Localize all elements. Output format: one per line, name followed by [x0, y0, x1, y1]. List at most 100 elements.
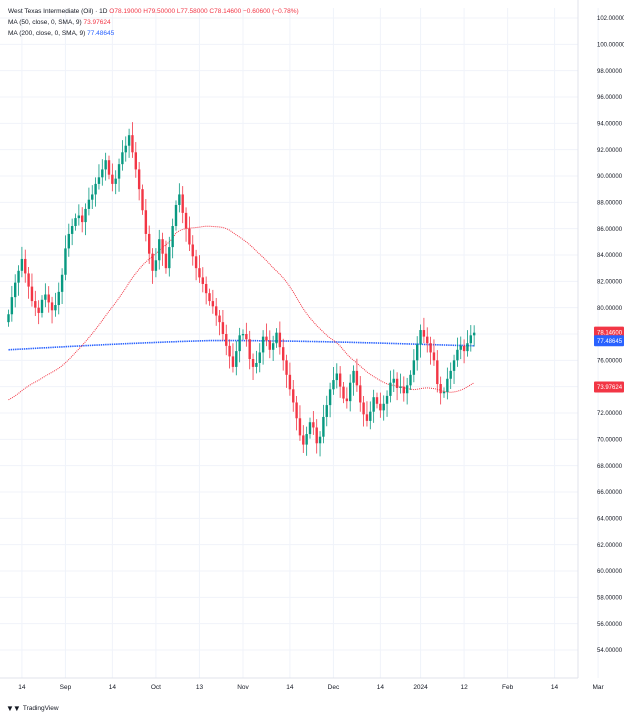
candle-body [47, 294, 50, 303]
x-tick-label: Oct [151, 684, 161, 691]
candle-body [218, 315, 221, 323]
x-tick-label: 2024 [413, 684, 428, 691]
candle-body [40, 299, 44, 313]
candle-body [442, 391, 446, 394]
price-label-ma50 [594, 381, 624, 393]
candle-body [70, 226, 74, 234]
legend-ma50-row[interactable]: MA (50, close, 0, SMA, 9) 73.97624 [8, 17, 299, 28]
tradingview-brand[interactable]: ▼▼ TradingView [6, 704, 59, 713]
candle-body [77, 215, 81, 219]
candle-body [158, 239, 161, 261]
y-tick-label: 64.00000 [597, 517, 623, 523]
candle-body [342, 386, 345, 399]
candle-body [235, 351, 238, 367]
candle-body [392, 378, 395, 383]
candle-body [64, 248, 67, 275]
candle-body [298, 418, 302, 436]
y-tick-label: 102.00000 [597, 16, 624, 22]
candle-body [104, 160, 107, 170]
candle-body [456, 349, 459, 361]
candle-body [395, 378, 399, 388]
candle-body [127, 135, 131, 146]
candle-body [292, 389, 295, 403]
brand-name: TradingView [22, 705, 59, 712]
candle-body [362, 402, 365, 415]
candle-body [322, 416, 325, 437]
candle-body [405, 385, 409, 394]
y-tick-label: 82.00000 [597, 280, 623, 286]
y-tick-label: 58.00000 [597, 596, 623, 602]
legend-symbol-row: West Texas Intermediate (Oil) · 1D O78.1… [8, 6, 299, 17]
candle-body [188, 228, 191, 245]
price-label-text: 73.97624 [597, 385, 623, 391]
candle-body [107, 160, 111, 175]
candle-body [228, 345, 231, 357]
candle-body [221, 322, 225, 334]
candle-body [181, 194, 184, 213]
candle-body [141, 189, 144, 211]
y-tick-label: 54.00000 [597, 648, 623, 654]
candle-body [419, 330, 422, 345]
candle-body [365, 414, 369, 421]
candle-body [17, 270, 20, 283]
candle-body [385, 395, 389, 404]
candle-body [241, 334, 245, 336]
price-labels: 78.14600 77.48645 73.97624 [594, 326, 624, 393]
x-tick-label: 14 [551, 684, 559, 691]
legend-ma200-row[interactable]: MA (200, close, 0, SMA, 9) 77.48645 [8, 28, 299, 39]
candle-body [399, 386, 402, 388]
candle-body [208, 293, 211, 302]
candle-body [338, 373, 342, 387]
y-tick-label: 76.00000 [597, 359, 623, 365]
candle-body [194, 256, 198, 269]
candle-body [44, 294, 47, 300]
candle-body [101, 169, 104, 178]
candle-body [335, 373, 338, 381]
candle-body [265, 336, 268, 341]
candle-body [37, 307, 40, 313]
y-tick-label: 56.00000 [597, 622, 623, 628]
candle-body [148, 233, 151, 254]
candle-body [402, 386, 405, 394]
candle-body [30, 286, 34, 302]
candle-body [372, 397, 375, 412]
y-tick-label: 92.00000 [597, 148, 623, 154]
candle-body [245, 334, 248, 340]
ohlc-values: O78.19000 H79.50000 L77.58000 C78.14600 … [109, 8, 299, 15]
y-tick-label: 88.00000 [597, 201, 623, 207]
ma200-line [8, 339, 475, 351]
candle-body [325, 405, 328, 417]
candle-body [54, 305, 57, 311]
candle-body [164, 253, 168, 269]
candle-body [20, 258, 24, 271]
candle-body [251, 359, 255, 367]
x-tick-label: 14 [377, 684, 385, 691]
candle-body [432, 352, 436, 361]
candle-body [121, 152, 124, 165]
candle-body [74, 218, 77, 227]
ma200-path [8, 339, 475, 351]
candle-body [429, 343, 432, 353]
candle-body [201, 277, 204, 284]
y-tick-label: 72.00000 [597, 411, 623, 417]
candle-body [295, 402, 298, 419]
x-tick-label: 12 [460, 684, 468, 691]
candle-body [191, 244, 194, 257]
price-label-ma200 [594, 335, 624, 347]
candle-body [285, 360, 288, 375]
y-tick-label: 98.00000 [597, 69, 623, 75]
candle-body [312, 422, 315, 428]
candle-body [352, 370, 355, 383]
candle-body [282, 347, 285, 361]
ma200-value: 77.48645 [87, 30, 115, 37]
candle-body [204, 283, 208, 294]
candle-body [211, 301, 215, 307]
candle-body [422, 330, 426, 337]
candle-body [426, 336, 429, 344]
x-tick-label: 14 [286, 684, 294, 691]
candle-body [449, 370, 452, 379]
candle-body [439, 384, 442, 394]
candle-body [462, 345, 466, 352]
y-tick-label: 94.00000 [597, 122, 623, 128]
